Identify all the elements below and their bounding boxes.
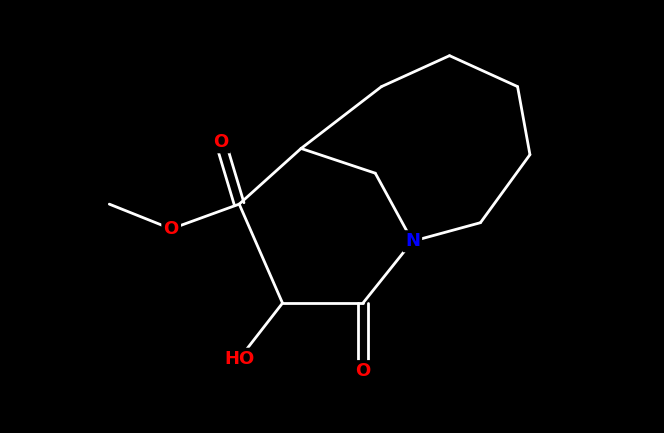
Text: O: O [354, 361, 372, 381]
Text: O: O [163, 220, 179, 238]
Text: O: O [355, 362, 371, 380]
Text: O: O [212, 132, 230, 152]
Text: N: N [405, 232, 420, 250]
Text: O: O [213, 133, 228, 151]
Text: O: O [163, 219, 180, 239]
Text: N: N [404, 231, 421, 251]
Text: HO: HO [224, 350, 254, 368]
Text: HO: HO [222, 349, 257, 369]
